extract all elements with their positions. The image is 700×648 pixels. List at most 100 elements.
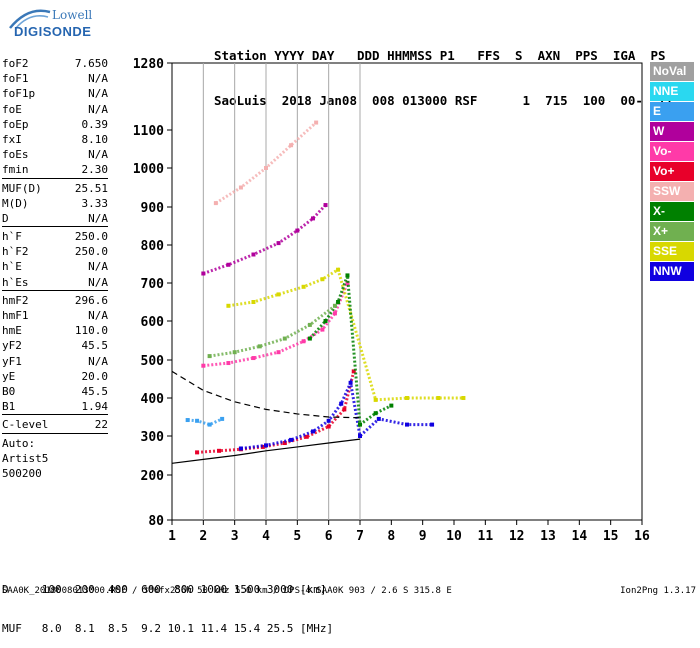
x-tick-label: 1 <box>168 529 176 544</box>
data-point <box>373 411 378 416</box>
param-row: h`F 250.0 <box>2 229 110 244</box>
param-label: foF1 <box>2 72 29 86</box>
param-value: 1.94 <box>81 400 109 414</box>
x-tick-label: 15 <box>603 529 619 544</box>
data-point <box>342 407 347 412</box>
param-label: B1 <box>2 400 16 414</box>
param-label: fxI <box>2 132 22 146</box>
polarization-legend: NoVal NNE E W Vo- Vo+ SSW X- X+ SSE NNW <box>650 62 694 282</box>
param-label: Artist5 <box>2 451 49 465</box>
legend-item: X- <box>650 202 694 221</box>
param-row: hmF2 296.6 <box>2 293 110 308</box>
data-point <box>323 203 328 208</box>
data-point <box>336 267 341 272</box>
data-point <box>301 339 306 344</box>
param-separator <box>2 432 108 434</box>
profile-trace <box>171 438 361 464</box>
data-point <box>195 418 200 423</box>
param-value: 2.30 <box>81 163 109 177</box>
param-label: fmin <box>2 163 29 177</box>
data-point <box>257 344 262 349</box>
data-point <box>232 350 237 355</box>
data-point <box>348 380 353 385</box>
x-tick-label: 16 <box>634 529 650 544</box>
data-point <box>207 422 212 427</box>
x-tick-label: 10 <box>446 529 462 544</box>
x-tick-label: 2 <box>199 529 207 544</box>
param-row: h`Es N/A <box>2 275 110 290</box>
y-tick-label: 1280 <box>133 57 164 72</box>
data-series <box>196 371 356 454</box>
data-point <box>336 300 341 304</box>
data-point <box>264 443 268 448</box>
data-point <box>304 434 309 439</box>
station-header: Station YYYY DAY DDD HHMMSS P1 FFS S AXN… <box>214 18 673 123</box>
param-label: h`F2 <box>2 245 29 259</box>
param-value: N/A <box>88 148 108 162</box>
param-row: yF1 N/A <box>2 354 110 369</box>
param-row: hmE 110.0 <box>2 323 110 338</box>
param-row: h`E N/A <box>2 259 110 274</box>
muf-table: D 100 200 400 600 800 1000 1500 3000 [km… <box>2 557 333 648</box>
data-point <box>314 120 319 125</box>
param-value: N/A <box>88 87 108 101</box>
distance-row: D 100 200 400 600 800 1000 1500 3000 [km… <box>2 583 327 596</box>
data-point <box>276 350 281 355</box>
data-point <box>289 437 294 442</box>
param-row: B1 1.94 <box>2 399 110 414</box>
param-label: 500200 <box>2 466 42 480</box>
y-tick-label: 700 <box>141 277 165 292</box>
data-point <box>301 284 306 289</box>
param-row: foF1 N/A <box>2 71 110 86</box>
param-label: yF1 <box>2 354 22 368</box>
param-row: C-level 22 <box>2 417 110 432</box>
data-point <box>323 319 328 323</box>
data-point <box>345 281 350 285</box>
data-point <box>251 356 256 361</box>
x-tick-label: 8 <box>387 529 395 544</box>
param-row: 500200 <box>2 466 110 481</box>
param-label: foEs <box>2 148 29 162</box>
legend-item: X+ <box>650 222 694 241</box>
param-label: h`E <box>2 260 22 274</box>
logo-arc-icon <box>9 9 51 29</box>
ionogram-chart: 1 2 3 4 5 6 7 8 9 10 11 12 13 14 15 1680200300400500600… <box>133 57 650 544</box>
data-point <box>226 303 231 308</box>
brand-line1: Lowell <box>52 8 93 22</box>
param-value: 45.5 <box>81 339 109 353</box>
x-tick-label: 14 <box>572 529 588 544</box>
x-tick-label: 11 <box>478 529 494 544</box>
data-point <box>320 277 325 282</box>
data-point <box>345 273 350 278</box>
legend-item: NNE <box>650 82 694 101</box>
param-label: hmE <box>2 324 22 338</box>
param-value: 110.0 <box>74 324 108 338</box>
param-label: D <box>2 211 9 225</box>
data-point <box>289 143 294 148</box>
data-point <box>201 271 206 276</box>
header-line1: Station YYYY DAY DDD HHMMSS P1 FFS S AXN… <box>214 48 666 63</box>
data-point <box>282 336 287 341</box>
y-tick-label: 500 <box>141 354 165 369</box>
y-tick-label: 800 <box>141 239 165 254</box>
param-value: 3.33 <box>81 196 109 210</box>
param-value: 296.6 <box>74 293 108 307</box>
param-label: foF1p <box>2 87 36 101</box>
param-value: N/A <box>88 211 108 225</box>
data-point <box>220 416 225 421</box>
x-tick-label: 12 <box>509 529 525 544</box>
data-point <box>326 418 331 423</box>
param-separator <box>2 414 108 416</box>
param-value: N/A <box>88 309 108 322</box>
param-label: h`F <box>2 230 22 244</box>
data-series <box>209 304 336 358</box>
legend-item: SSW <box>650 182 694 201</box>
param-label: C-level <box>2 418 49 432</box>
data-point <box>276 241 281 246</box>
data-point <box>295 228 300 233</box>
data-point <box>332 311 337 316</box>
param-value: 45.5 <box>81 384 109 398</box>
lowell-digisonde-logo: Lowell DIGISONDE <box>8 6 92 48</box>
legend-item: Vo- <box>650 142 694 161</box>
param-value: N/A <box>88 102 108 116</box>
